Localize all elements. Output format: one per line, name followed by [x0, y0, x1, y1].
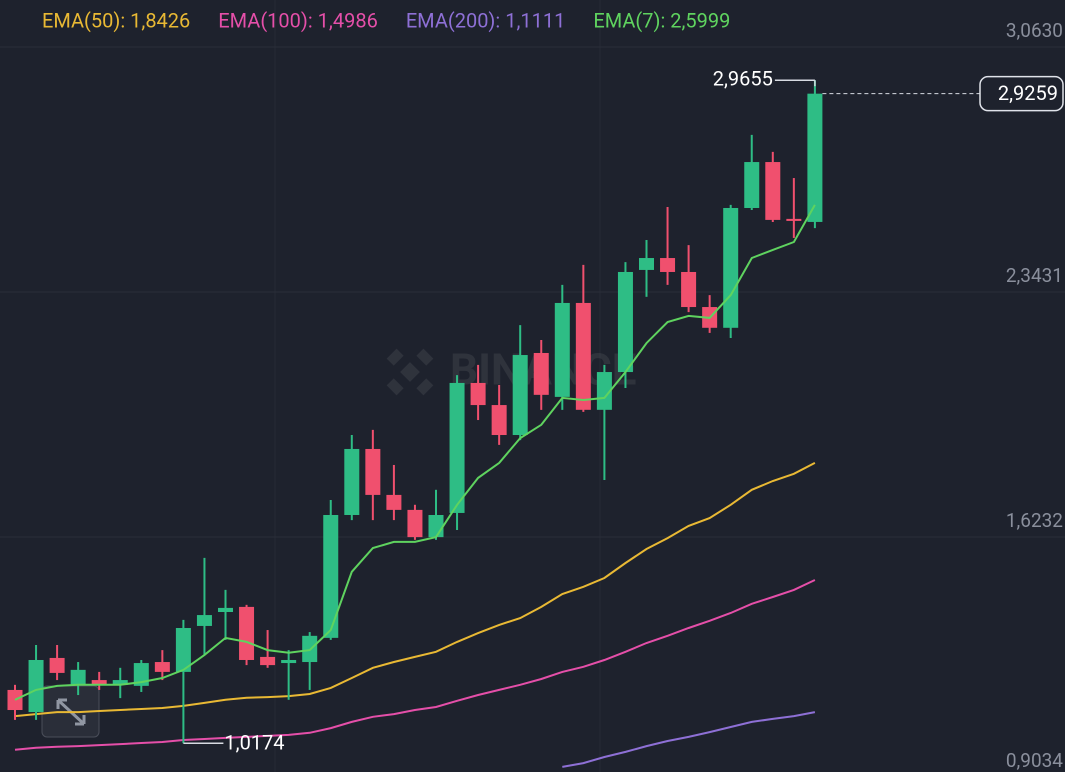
y-tick-label: 0,9034	[1006, 749, 1063, 772]
candle-body	[681, 271, 697, 308]
candle-body	[512, 355, 528, 436]
candle	[723, 204, 739, 339]
candle-body	[491, 405, 507, 436]
candle-body	[596, 372, 612, 410]
candle-body	[70, 669, 86, 685]
watermark-logo	[386, 348, 434, 396]
low-label: 1,0174	[224, 731, 284, 755]
candle-body	[133, 663, 149, 686]
candle-body	[428, 514, 444, 538]
candle	[660, 206, 676, 285]
candle-body	[7, 689, 23, 711]
candle-body	[239, 606, 255, 660]
candle	[533, 340, 549, 410]
candle-body	[575, 302, 591, 410]
candle	[765, 151, 781, 222]
candle-body	[639, 258, 654, 270]
ema-line	[14, 204, 816, 701]
candle-body	[533, 352, 549, 395]
candle	[344, 435, 360, 521]
candle-body	[91, 680, 107, 685]
candle-body	[112, 680, 128, 685]
candle-body	[407, 509, 423, 538]
candle	[470, 364, 486, 421]
candle	[196, 557, 212, 655]
candle	[365, 429, 381, 521]
candle-body	[807, 93, 823, 222]
candle-body	[386, 494, 402, 510]
candle	[407, 504, 423, 540]
candle	[491, 384, 507, 445]
candle-body	[196, 615, 212, 626]
candle	[70, 662, 86, 696]
candle	[218, 589, 233, 640]
candle	[154, 650, 170, 681]
candle	[554, 284, 570, 410]
last-price-label: 2,9259	[998, 81, 1058, 105]
legend-entry: EMA(200): 1,1111	[406, 8, 566, 32]
candle	[681, 245, 697, 313]
y-tick-label: 1,6232	[1006, 509, 1063, 532]
candle	[639, 239, 654, 297]
candle-body	[175, 627, 191, 672]
candle	[49, 645, 65, 681]
candle	[323, 500, 339, 640]
candle-body	[154, 662, 170, 672]
last-price-box	[979, 75, 1064, 112]
candle	[239, 604, 255, 666]
candle	[28, 645, 44, 720]
candle-body	[449, 382, 465, 513]
candle	[91, 671, 107, 690]
candle	[260, 630, 276, 668]
candle	[449, 375, 465, 530]
candle-body	[723, 207, 739, 328]
y-tick-label: 3,0630	[1006, 19, 1063, 42]
ema-line	[14, 462, 816, 718]
legend-entry: EMA(100): 1,4986	[218, 8, 378, 32]
candle-body	[744, 162, 760, 208]
candle-body	[365, 448, 381, 495]
candle	[386, 464, 402, 521]
candle-body	[218, 607, 233, 612]
candle-body	[765, 162, 781, 220]
candle-body	[470, 382, 486, 406]
candle	[281, 650, 297, 700]
candle-body	[260, 656, 276, 666]
candle-body	[49, 657, 65, 673]
ema-line	[14, 579, 816, 751]
candle	[512, 325, 528, 441]
legend-entry: EMA(50): 1,8426	[42, 8, 190, 32]
candle-body	[660, 258, 676, 272]
candle	[7, 684, 23, 720]
candle-body	[281, 659, 297, 664]
candle-body	[617, 271, 633, 373]
candle	[786, 178, 802, 238]
candle-body	[554, 302, 570, 397]
candle-body	[28, 659, 44, 713]
candle	[596, 364, 612, 480]
candle	[617, 262, 633, 389]
candle	[175, 619, 191, 744]
y-tick-label: 2,3431	[1006, 264, 1063, 287]
candle-body	[786, 218, 802, 221]
candle	[807, 80, 823, 229]
candle	[575, 264, 591, 412]
candle-body	[344, 448, 360, 515]
high-label: 2,9655	[713, 66, 773, 90]
legend-entry: EMA(7): 2,5999	[593, 8, 730, 32]
candle	[112, 667, 128, 699]
candle	[744, 134, 760, 211]
ema-line	[562, 711, 816, 768]
candle	[133, 659, 149, 692]
candle-body	[323, 514, 339, 638]
